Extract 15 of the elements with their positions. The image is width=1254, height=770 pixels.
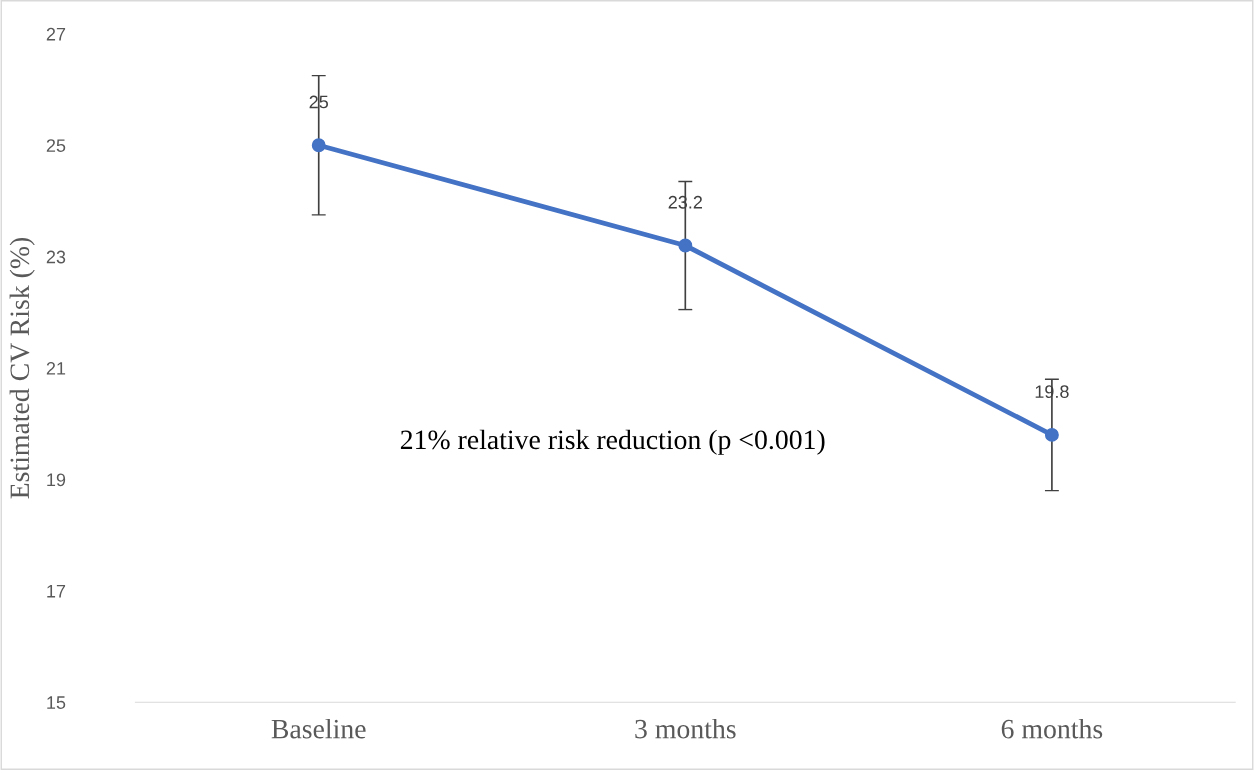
y-tick-label: 21 [46, 361, 66, 375]
y-tick-label: 19 [47, 473, 66, 487]
x-tick-label: Baseline [271, 718, 366, 739]
y-tick-label: 23 [46, 250, 66, 264]
y-tick-label: 25 [46, 139, 66, 152]
y-axis-title: Estimated CV Risk (%) [9, 237, 35, 499]
x-tick-label: 3 months [635, 718, 736, 739]
point [678, 238, 693, 253]
y-tick-label: 17 [47, 584, 66, 598]
annotation: 21% relative risk reduction (p <0.001) [400, 429, 825, 455]
y-tick-label: 27 [46, 27, 66, 41]
point [1044, 427, 1059, 442]
x-tick-label: 6 months [1001, 718, 1103, 739]
y-tick-label: 15 [47, 696, 66, 709]
point [311, 138, 326, 153]
